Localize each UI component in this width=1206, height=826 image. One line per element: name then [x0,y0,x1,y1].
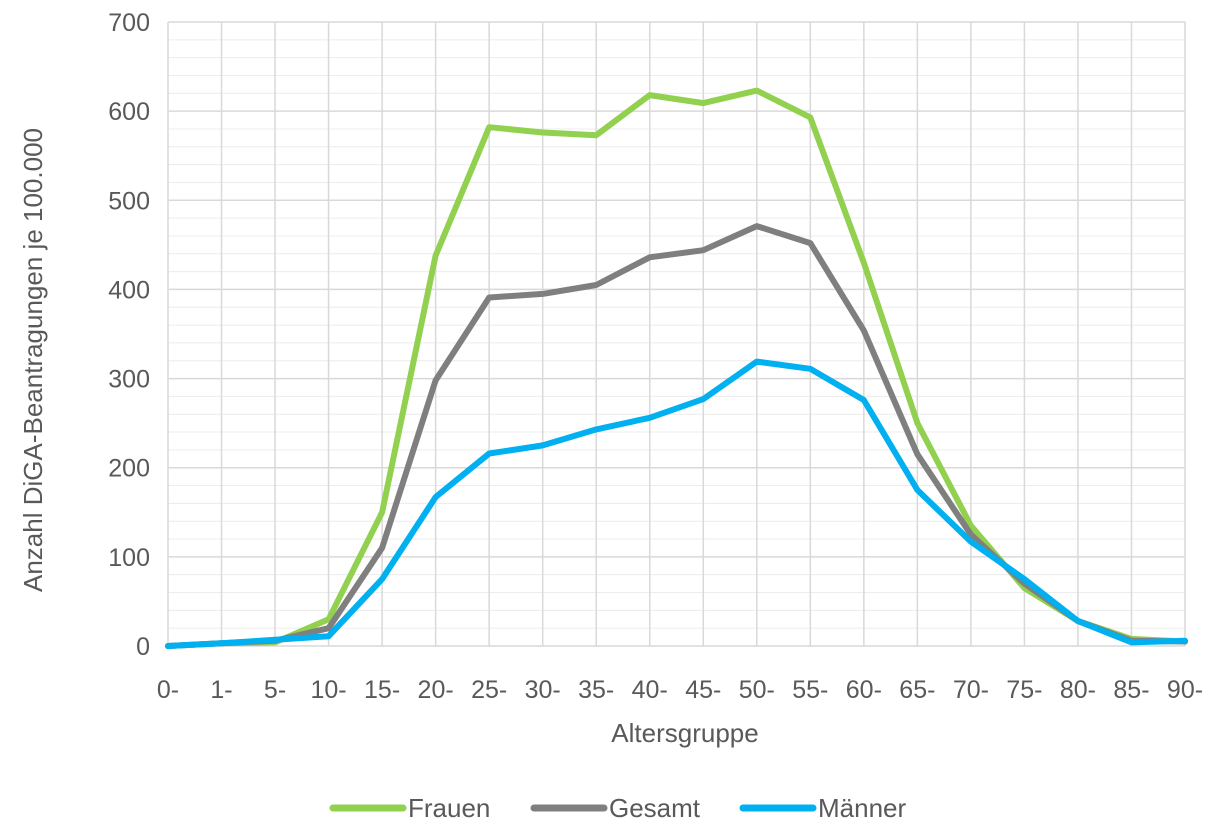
y-tick-label: 100 [108,544,150,572]
y-tick-label: 500 [108,187,150,215]
y-tick-label: 300 [108,366,150,394]
x-tick-label: 40- [632,676,668,704]
x-tick-label: 90- [1167,676,1203,704]
legend-label: Männer [818,793,906,823]
y-tick-label: 600 [108,98,150,126]
x-tick-label: 80- [1060,676,1096,704]
y-axis-title: Anzahl DiGA-Beantragungen je 100.000 [18,128,48,592]
y-axis-ticks: 0 100 200 300 400 500 600 700 [108,9,150,661]
x-tick-label: 45- [685,676,721,704]
series-line-männer [165,358,1188,649]
legend-label: Gesamt [609,793,701,823]
x-tick-label: 60- [846,676,882,704]
y-tick-label: 200 [108,455,150,483]
series-line-frauen [165,87,1188,649]
y-tick-label: 700 [108,9,150,37]
x-tick-label: 20- [418,676,454,704]
x-axis-ticks: 0- 1- 5- 10- 15- 20- 25- 30- 35- 40- 45- 50- 55- 60- 6… [157,676,1203,704]
x-tick-label: 1- [210,676,232,704]
x-tick-label: 50- [739,676,775,704]
legend: Frauen Gesamt Männer [329,793,906,823]
series-lines [165,87,1188,649]
x-tick-label: 15- [364,676,400,704]
x-tick-label: 75- [1006,676,1042,704]
legend-item-frauen: Frauen [329,793,490,823]
x-tick-label: 25- [471,676,507,704]
x-tick-label: 30- [525,676,561,704]
x-tick-label: 10- [311,676,347,704]
grid [167,21,1186,647]
legend-item-gesamt: Gesamt [530,793,701,823]
x-tick-label: 0- [157,676,179,704]
x-tick-label: 65- [899,676,935,704]
legend-item-männer: Männer [739,793,906,823]
x-axis-title: Altersgruppe [611,718,758,748]
y-tick-label: 400 [108,276,150,304]
x-tick-label: 35- [578,676,614,704]
x-tick-label: 55- [792,676,828,704]
x-tick-label: 85- [1113,676,1149,704]
legend-label: Frauen [408,793,490,823]
y-tick-label: 0 [136,633,150,661]
x-tick-label: 70- [953,676,989,704]
x-tick-label: 5- [264,676,286,704]
